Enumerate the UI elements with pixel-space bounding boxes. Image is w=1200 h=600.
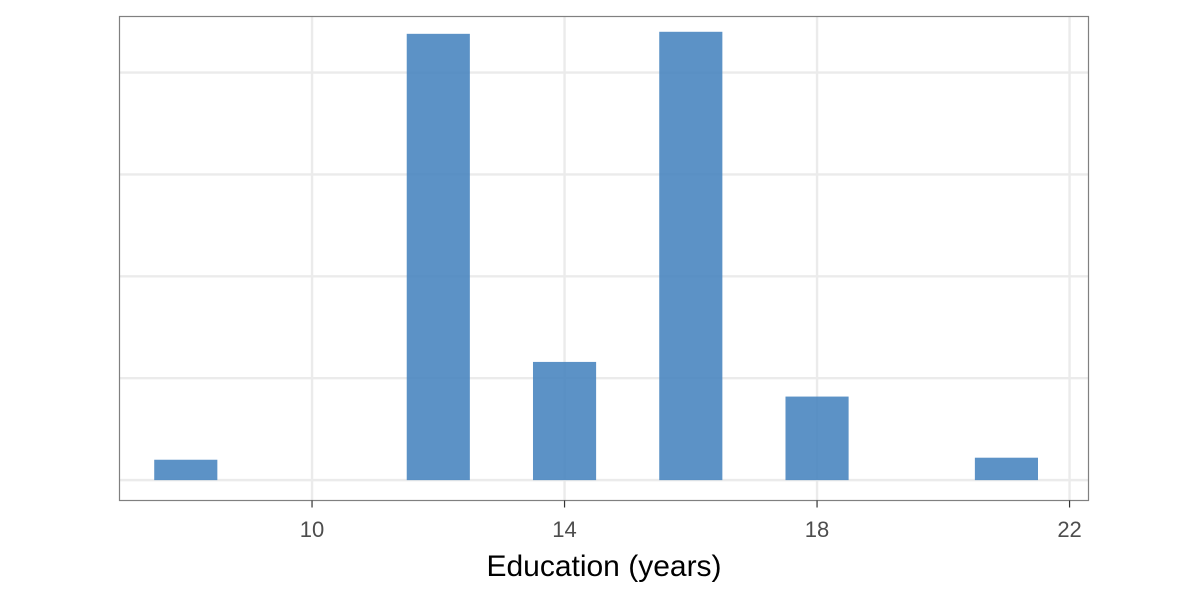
histogram-bar (532, 361, 597, 481)
plot-panel-border (118, 15, 1090, 502)
histogram-bar (785, 396, 849, 481)
x-tick-label: 14 (552, 517, 576, 542)
x-tick-label: 22 (1057, 517, 1081, 542)
histogram-bar (406, 33, 470, 481)
bars (154, 31, 1038, 481)
x-axis-ticks (311, 500, 1071, 508)
plot-panel-background (119, 16, 1089, 501)
x-tick-label: 18 (805, 517, 829, 542)
histogram-bar (659, 31, 723, 481)
x-tick-label: 10 (300, 517, 324, 542)
x-axis-title: Education (years) (486, 550, 721, 583)
histogram-bar (154, 459, 218, 481)
y-gridlines (119, 71, 1089, 482)
histogram-bar (974, 457, 1038, 481)
x-axis-tick-labels: 10 14 18 22 (300, 517, 1082, 542)
